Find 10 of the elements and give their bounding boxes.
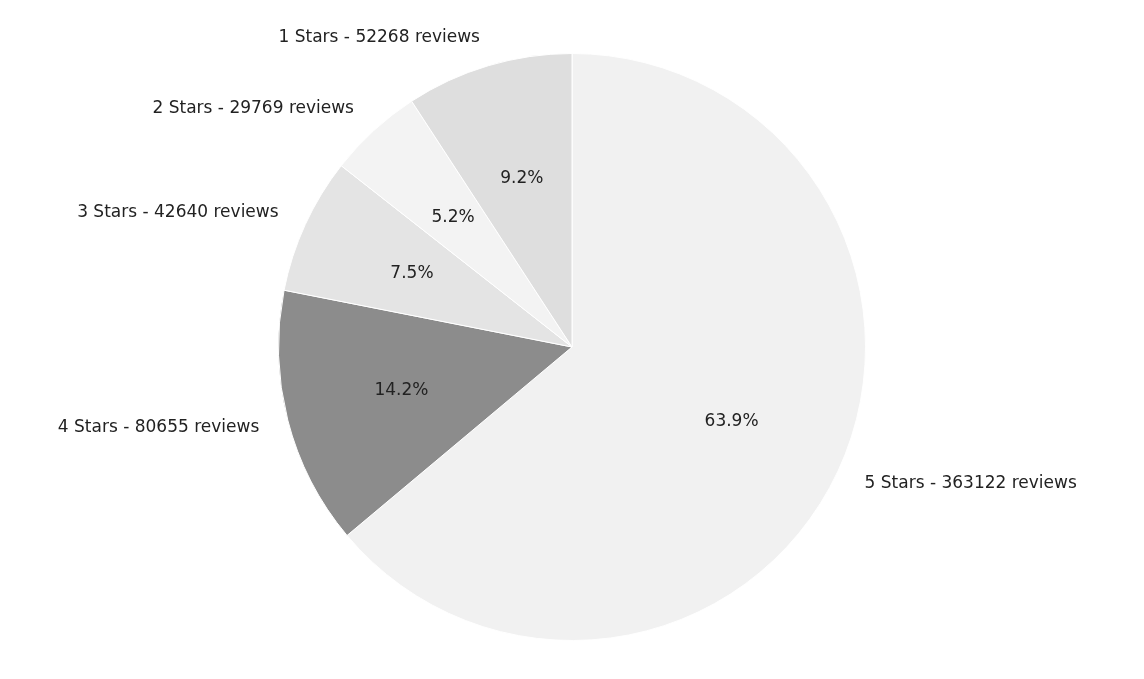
slice-label: 3 Stars - 42640 reviews <box>77 200 279 221</box>
slice-label: 1 Stars - 52268 reviews <box>278 25 481 46</box>
slice-label: 2 Stars - 29769 reviews <box>152 97 355 118</box>
data-label: 5.2% <box>431 205 475 226</box>
data-label: 9.2% <box>500 166 544 187</box>
data-label: 7.5% <box>390 261 434 282</box>
data-label: 14.2% <box>374 379 429 400</box>
slice-label: 4 Stars - 80655 reviews <box>57 415 260 436</box>
slice-label: 5 Stars - 363122 reviews <box>864 471 1077 492</box>
data-label: 63.9% <box>704 409 759 430</box>
